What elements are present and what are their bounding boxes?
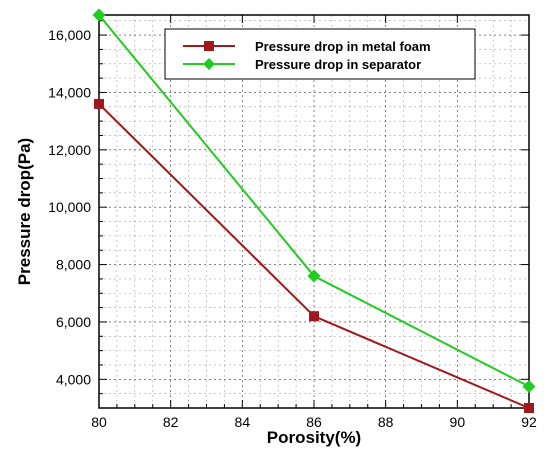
y-tick-label: 10,000 bbox=[48, 199, 91, 215]
y-tick-label: 14,000 bbox=[48, 84, 91, 100]
data-point-metal-foam bbox=[309, 311, 319, 322]
x-tick-label: 80 bbox=[91, 414, 107, 430]
legend-label-separator: Pressure drop in separator bbox=[255, 57, 421, 72]
x-tick-label: 84 bbox=[235, 414, 251, 430]
y-tick-label: 8,000 bbox=[56, 257, 91, 273]
x-tick-label: 88 bbox=[378, 414, 394, 430]
x-tick-label: 92 bbox=[521, 414, 537, 430]
data-point-separator bbox=[92, 8, 106, 22]
series-group bbox=[92, 8, 536, 413]
x-tick-label: 86 bbox=[306, 414, 322, 430]
x-tick-label: 90 bbox=[450, 414, 466, 430]
legend-item-metal-foam: Pressure drop in metal foam bbox=[183, 39, 431, 54]
legend-item-separator: Pressure drop in separator bbox=[183, 57, 421, 72]
y-tick-label: 4,000 bbox=[56, 371, 91, 387]
data-point-separator bbox=[307, 269, 321, 283]
y-tick-label: 6,000 bbox=[56, 314, 91, 330]
legend: Pressure drop in metal foam Pressure dro… bbox=[164, 28, 476, 80]
legend-marker-separator bbox=[203, 58, 215, 70]
legend-marker-metal-foam bbox=[204, 41, 214, 51]
data-point-metal-foam bbox=[94, 98, 104, 109]
y-axis-title: Pressure drop(Pa) bbox=[15, 138, 34, 285]
legend-box bbox=[164, 28, 476, 80]
x-axis-title: Porosity(%) bbox=[267, 428, 361, 447]
legend-label-metal-foam: Pressure drop in metal foam bbox=[255, 39, 431, 54]
x-tick-label: 82 bbox=[163, 414, 179, 430]
y-tick-label: 12,000 bbox=[48, 142, 91, 158]
data-point-metal-foam bbox=[524, 403, 534, 413]
y-tick-label: 16,000 bbox=[48, 27, 91, 43]
data-point-separator bbox=[522, 379, 536, 393]
